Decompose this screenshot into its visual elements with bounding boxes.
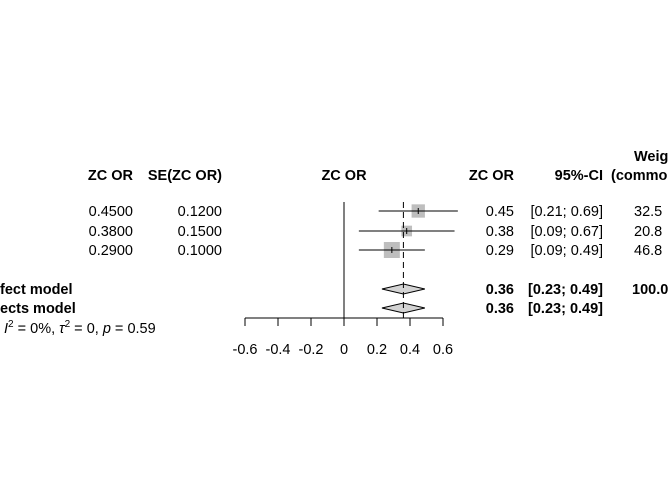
study-weight: 20.8: [634, 224, 662, 240]
plot-header: ZC OR: [321, 168, 367, 184]
study-effect: 0.45: [486, 204, 514, 220]
pooled-ci: [0.23; 0.49]: [528, 282, 603, 298]
study-ci: [0.09; 0.49]: [530, 243, 603, 259]
pooled-effect: 0.36: [486, 301, 514, 317]
pooled-label: fect model: [0, 282, 73, 298]
pooled-weight: 100.0: [632, 282, 668, 298]
x-axis-tick-label: -0.6: [233, 342, 258, 358]
x-axis-tick-label: 0: [340, 342, 348, 358]
heterogeneity-stats: I2 = 0%, τ2 = 0, p = 0.59: [4, 319, 156, 337]
ci-header: 95%-CI: [555, 168, 603, 184]
pooled-diamond: [381, 283, 425, 295]
study-se: 0.1000: [178, 243, 222, 259]
study-row: 0.4500 0.1200 0.45 [0.21; 0.69] 32.5: [89, 204, 663, 220]
study-effect: 0.38: [486, 224, 514, 240]
pooled-rows: fect model 0.36 [0.23; 0.49] 100.0 ects mode…: [0, 282, 668, 317]
study-row: 0.3800 0.1500 0.38 [0.09; 0.67] 20.8: [89, 224, 663, 240]
effect-header: ZC OR: [469, 168, 515, 184]
study-ci: [0.21; 0.69]: [530, 204, 603, 220]
x-axis: -0.6 -0.4 -0.2 0 0.2 0.4 0.6: [233, 317, 453, 358]
x-axis-tick-label: 0.2: [367, 342, 387, 358]
x-axis-tick-label: 0.4: [400, 342, 420, 358]
pooled-ci: [0.23; 0.49]: [528, 301, 603, 317]
study-rows: 0.4500 0.1200 0.45 [0.21; 0.69] 32.50.3800 0.…: [89, 204, 663, 259]
pooled-row: ects model 0.36 [0.23; 0.49]: [0, 301, 603, 317]
study-row: 0.2900 0.1000 0.29 [0.09; 0.49] 46.8: [89, 242, 662, 259]
x-axis-tick-label: -0.2: [299, 342, 324, 358]
pooled-effect: 0.36: [486, 282, 514, 298]
study-weight: 32.5: [634, 204, 662, 220]
study-estimate: 0.3800: [89, 224, 133, 240]
est-header: ZC OR: [88, 168, 134, 184]
study-se: 0.1200: [178, 204, 222, 220]
study-estimate: 0.2900: [89, 243, 133, 259]
weight-header-line1: Weig: [634, 149, 668, 165]
x-axis-tick-label: -0.4: [266, 342, 291, 358]
x-axis-tick-label: 0.6: [433, 342, 453, 358]
pooled-label: ects model: [0, 301, 76, 317]
weight-header-line2: (commo: [611, 168, 668, 184]
study-weight: 46.8: [634, 243, 662, 259]
se-header: SE(ZC OR): [148, 168, 222, 184]
pooled-row: fect model 0.36 [0.23; 0.49] 100.0: [0, 282, 668, 298]
study-effect: 0.29: [486, 243, 514, 259]
study-ci: [0.09; 0.67]: [530, 224, 603, 240]
study-estimate: 0.4500: [89, 204, 133, 220]
study-se: 0.1500: [178, 224, 222, 240]
